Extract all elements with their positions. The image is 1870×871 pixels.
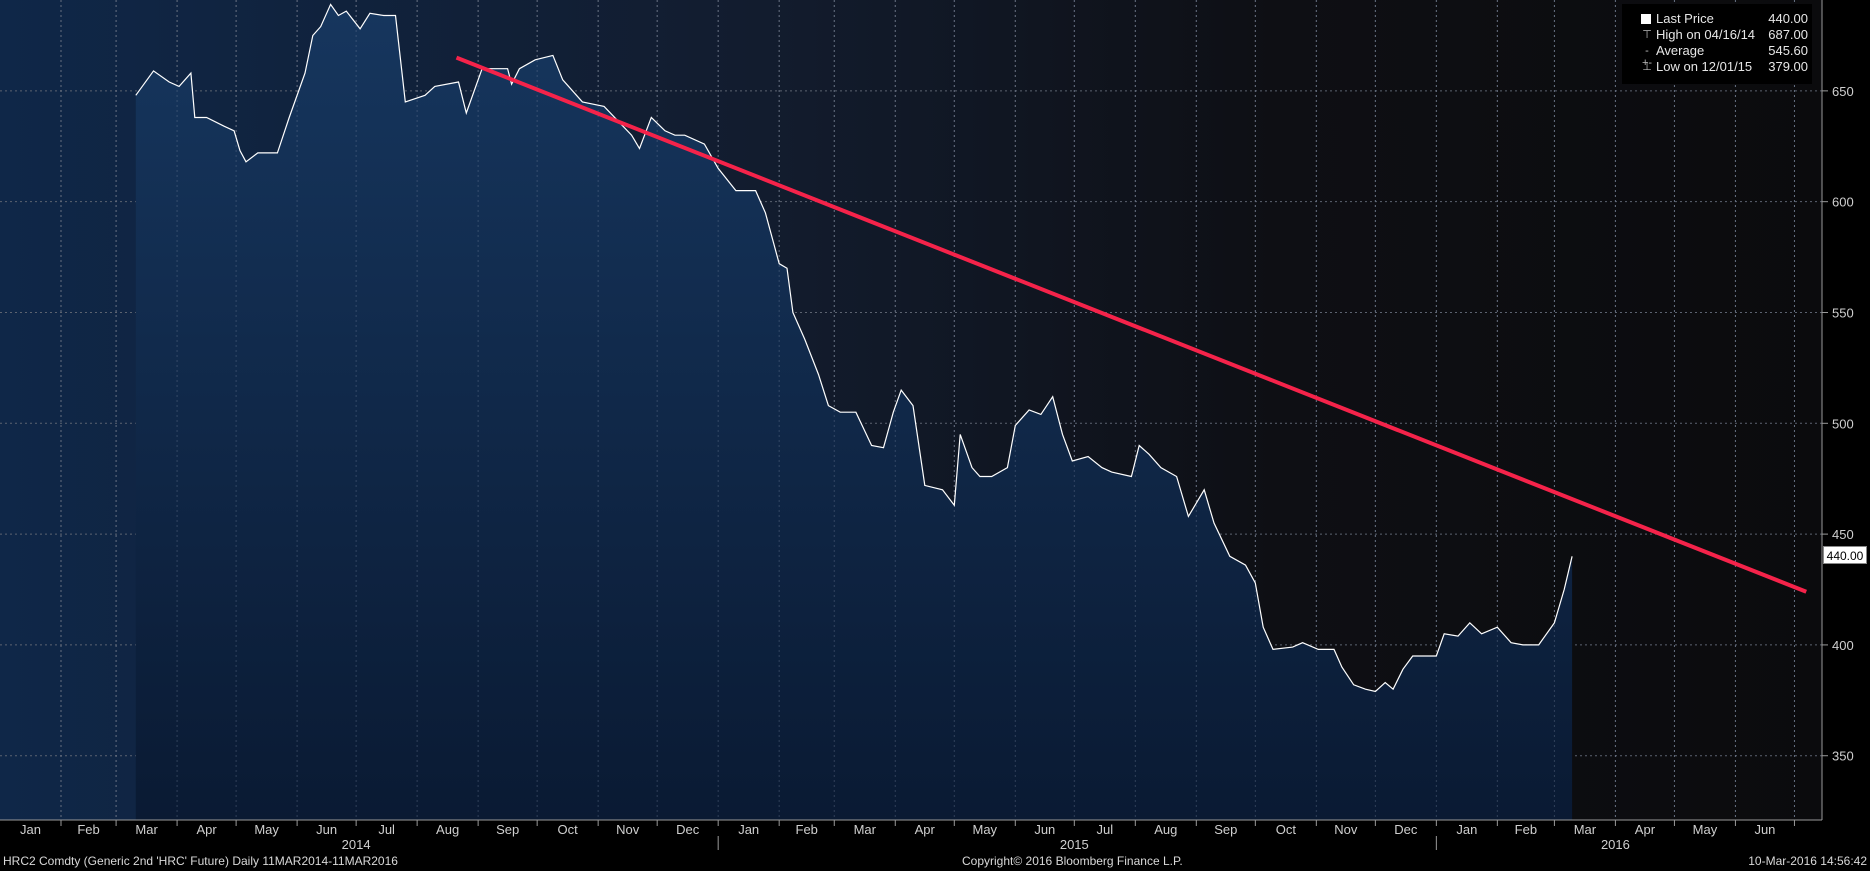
x-tick-label: Jun: [1754, 822, 1775, 837]
x-tick-label: Nov: [616, 822, 640, 837]
x-tick-label: May: [973, 822, 998, 837]
x-tick-label: Dec: [676, 822, 700, 837]
legend-item-low: ⊥ Low on 12/01/15 379.00: [1622, 59, 1812, 75]
legend-label: High on 04/16/14: [1656, 27, 1756, 42]
legend-item-high: ⊤ High on 04/16/14 687.00: [1622, 27, 1812, 43]
square-icon: [1641, 14, 1651, 24]
chart-footer: HRC2 Comdty (Generic 2nd 'HRC' Future) D…: [0, 852, 1870, 871]
low-marker-icon: ⊥: [1642, 61, 1652, 73]
y-tick-label: 400: [1832, 638, 1854, 653]
y-tick-label: 550: [1832, 305, 1854, 320]
x-tick-label: Apr: [196, 822, 217, 837]
x-tick-label: Jul: [378, 822, 395, 837]
x-tick-label: Oct: [558, 822, 579, 837]
high-marker-icon: ⊤: [1642, 29, 1652, 41]
x-tick-label: Feb: [1515, 822, 1537, 837]
average-marker-icon: -+-: [1641, 45, 1653, 69]
x-tick-label: Sep: [496, 822, 519, 837]
x-tick-label: May: [1693, 822, 1718, 837]
y-tick-label: 450: [1832, 527, 1854, 542]
x-tick-label: Mar: [135, 822, 158, 837]
year-label: 2015: [1060, 837, 1089, 852]
legend-item-last-price: Last Price 440.00: [1622, 11, 1812, 27]
y-axis-ticks: 350 400 450 500 550 600 650: [1822, 84, 1854, 764]
legend-value: 687.00: [1768, 27, 1808, 42]
trend-line: [455, 55, 1807, 594]
footer-ticker: HRC2 Comdty (Generic 2nd 'HRC' Future) D…: [3, 854, 398, 868]
legend-value: 440.00: [1768, 11, 1808, 26]
y-tick-label: 650: [1832, 84, 1854, 99]
x-tick-label: Jul: [1096, 822, 1113, 837]
x-tick-label: Aug: [436, 822, 459, 837]
last-price-marker: 440.00: [1823, 546, 1867, 564]
footer-copyright: Copyright© 2016 Bloomberg Finance L.P.: [962, 854, 1183, 868]
legend-value: 379.00: [1768, 59, 1808, 74]
legend-value: 545.60: [1768, 43, 1808, 58]
x-tick-label: Mar: [1574, 822, 1597, 837]
x-tick-label: Sep: [1214, 822, 1237, 837]
y-tick-label: 500: [1832, 416, 1854, 431]
x-tick-label: Jan: [738, 822, 759, 837]
footer-timestamp: 10-Mar-2016 14:56:42: [1748, 854, 1867, 868]
year-label: 2014: [342, 837, 371, 852]
chart-legend: Last Price 440.00 ⊤ High on 04/16/14 687…: [1622, 4, 1812, 84]
y-tick-label: 350: [1832, 749, 1854, 764]
x-tick-label: Jan: [20, 822, 41, 837]
legend-label: Last Price: [1656, 11, 1714, 26]
legend-item-average: -+- Average 545.60: [1622, 43, 1812, 69]
year-label: 2016: [1601, 837, 1630, 852]
x-axis-ticks: Jan Feb Mar Apr May Jun Jul Aug Sep Oct Nov Dec Jan F…: [20, 820, 1795, 852]
x-tick-label: Nov: [1334, 822, 1358, 837]
grid-lines-over-area: [60, 0, 1795, 820]
x-tick-label: Jun: [1034, 822, 1055, 837]
x-tick-label: Aug: [1154, 822, 1177, 837]
x-tick-label: May: [254, 822, 279, 837]
x-tick-label: Mar: [854, 822, 877, 837]
x-tick-label: Feb: [77, 822, 99, 837]
x-tick-label: Jun: [316, 822, 337, 837]
x-tick-label: Feb: [796, 822, 818, 837]
legend-label: Low on 12/01/15: [1656, 59, 1753, 74]
x-tick-label: Oct: [1276, 822, 1297, 837]
x-tick-label: Apr: [1635, 822, 1656, 837]
legend-label: Average: [1656, 43, 1705, 58]
x-tick-label: Jan: [1456, 822, 1477, 837]
x-tick-label: Apr: [915, 822, 936, 837]
y-tick-label: 600: [1832, 195, 1854, 210]
x-tick-label: Dec: [1394, 822, 1418, 837]
price-area: [135, 4, 1573, 820]
price-line: [135, 3, 1573, 693]
